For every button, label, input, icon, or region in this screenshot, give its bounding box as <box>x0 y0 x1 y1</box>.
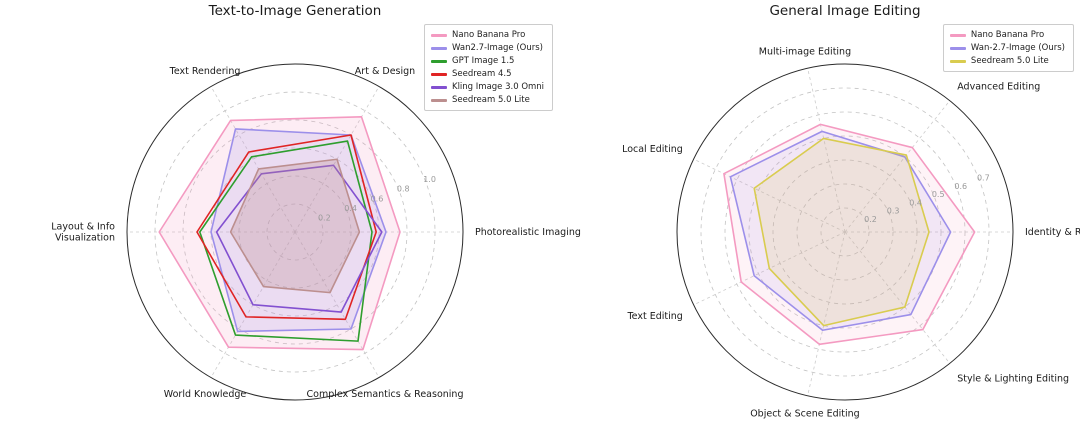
grid-ring <box>266 203 324 261</box>
axis-label-text-editing: Text Editing <box>626 311 682 322</box>
radar-plot-general-image-editing: 0.2 0.3 0.4 0.5 0.6 0.7 Identity & Reference Ad… <box>622 47 1080 420</box>
chart-text-to-image-generation: Text-to-Image Generation 0.2 0.4 0.6 0.8 1.0… <box>51 3 581 401</box>
axis-spoke <box>693 231 846 306</box>
legend-item-kling-image-3-0-omni: Kling Image 3.0 Omni <box>431 82 544 92</box>
legend-item-seedream-5-0-lite: Seedream 5.0 Lite <box>431 95 544 105</box>
chart-title-text-to-image: Text-to-Image Generation <box>208 3 382 19</box>
grid-ring <box>748 135 942 329</box>
radial-tick-label: 1.0 <box>423 175 436 184</box>
legend-swatch <box>431 98 447 102</box>
legend-swatch <box>949 33 966 37</box>
axis-label-identity-reference: Identity & Reference <box>1025 227 1080 238</box>
grid-ring <box>724 111 966 353</box>
axis-spoke <box>693 158 846 233</box>
axis-spoke <box>807 231 846 396</box>
grid-ring <box>238 175 352 289</box>
radial-tick-label: 0.4 <box>344 204 357 213</box>
radial-tick-label: 0.5 <box>932 190 945 199</box>
outer-ring <box>676 63 1014 401</box>
legend-item-seedream-4-5: Seedream 4.5 <box>431 69 544 79</box>
axis-label-art-design: Art & Design <box>355 66 415 77</box>
radial-tick-label: 0.6 <box>954 182 967 191</box>
legend-item-nano-banana-pro: Nano Banana Pro <box>431 30 544 40</box>
axis-label-style-lighting-editing: Style & Lighting Editing <box>957 374 1069 385</box>
grid-ring <box>700 87 990 377</box>
axis-label-advanced-editing: Advanced Editing <box>957 81 1040 92</box>
radial-tick-label: 0.4 <box>909 198 922 207</box>
legend-label: Seedream 5.0 Lite <box>970 56 1049 66</box>
radar-plot-text-to-image: 0.2 0.4 0.6 0.8 1.0 Photorealistic Imaging Art… <box>51 63 581 401</box>
grid-ring <box>820 207 870 257</box>
grid-ring <box>182 119 408 345</box>
legend-swatch <box>431 33 447 37</box>
series-seedream-5-0-lite <box>753 137 930 327</box>
legend-swatch <box>431 46 447 50</box>
legend-text-to-image: Nano Banana Pro Wan2.7-Image (Ours) GPT Im… <box>424 24 554 111</box>
radial-tick-label: 0.6 <box>371 194 384 203</box>
legend-label: Seedream 5.0 Lite <box>452 95 530 105</box>
grid-ring <box>210 147 380 317</box>
axis-label-local-editing: Local Editing <box>622 144 683 155</box>
radial-tick-label: 0.7 <box>977 174 990 183</box>
series-seedream-5-0-lite <box>229 158 361 294</box>
legend-swatch <box>431 72 447 76</box>
outer-ring <box>126 63 464 401</box>
chart-title-general-image-editing: General Image Editing <box>769 3 921 19</box>
legend-label: Kling Image 3.0 Omni <box>452 82 545 92</box>
legend-label: Nano Banana Pro <box>970 30 1045 40</box>
chart-general-image-editing: General Image Editing 0.2 0.3 0.4 0.5 0.6 0.7… <box>540 0 1080 433</box>
axis-spoke <box>844 100 951 233</box>
legend-item-gpt-image-1-5: GPT Image 1.5 <box>431 56 544 66</box>
radial-tick-label: 0.2 <box>318 213 331 222</box>
legend-item-wan2-7-image-ours: Wan2.7-Image (Ours) <box>431 43 544 53</box>
legend-label: Wan2.7-Image (Ours) <box>452 43 543 53</box>
legend-swatch <box>431 85 447 89</box>
axis-spoke <box>844 231 951 364</box>
axis-label-photorealistic-imaging: Photorealistic Imaging <box>475 227 581 238</box>
legend-item-nano-banana-pro: Nano Banana Pro <box>949 30 1065 40</box>
grid-ring <box>154 91 436 373</box>
legend-general-image-editing: Nano Banana Pro Wan-2.7-Image (Ours) Seedr… <box>942 24 1074 72</box>
grid-ring <box>772 159 918 305</box>
axis-label-world-knowledge: World Knowledge <box>164 389 247 400</box>
series-seedream-4-5 <box>196 134 378 321</box>
axis-label-text-rendering: Text Rendering <box>169 66 241 77</box>
axis-label-multi-image-editing: Multi-image Editing <box>759 47 851 58</box>
axis-label-object-scene-editing: Object & Scene Editing <box>750 408 859 419</box>
legend-item-seedream-5-0-lite: Seedream 5.0 Lite <box>949 56 1065 66</box>
series-nano-banana-pro <box>723 123 976 346</box>
series-gpt-image-1-5 <box>199 140 373 342</box>
axis-label-layout-info-visualization: Layout & Info Visualization <box>51 222 115 244</box>
radial-tick-label: 0.3 <box>887 207 900 216</box>
grid-ring <box>796 183 894 281</box>
legend-label: Wan-2.7-Image (Ours) <box>970 43 1065 53</box>
legend-swatch <box>949 59 966 63</box>
legend-swatch <box>431 59 447 63</box>
legend-label: GPT Image 1.5 <box>452 56 515 66</box>
legend-swatch <box>949 46 966 50</box>
axis-spoke <box>807 68 846 233</box>
legend-item-wan-2-7-image-ours: Wan-2.7-Image (Ours) <box>949 43 1065 53</box>
radial-tick-label: 0.8 <box>397 185 410 194</box>
legend-label: Nano Banana Pro <box>452 30 526 40</box>
axis-label-complex-semantics-reasoning: Complex Semantics & Reasoning <box>307 389 464 400</box>
legend-label: Seedream 4.5 <box>452 69 512 79</box>
radial-tick-label: 0.2 <box>864 215 877 224</box>
series-kling-image-3-0-omni <box>215 164 383 313</box>
